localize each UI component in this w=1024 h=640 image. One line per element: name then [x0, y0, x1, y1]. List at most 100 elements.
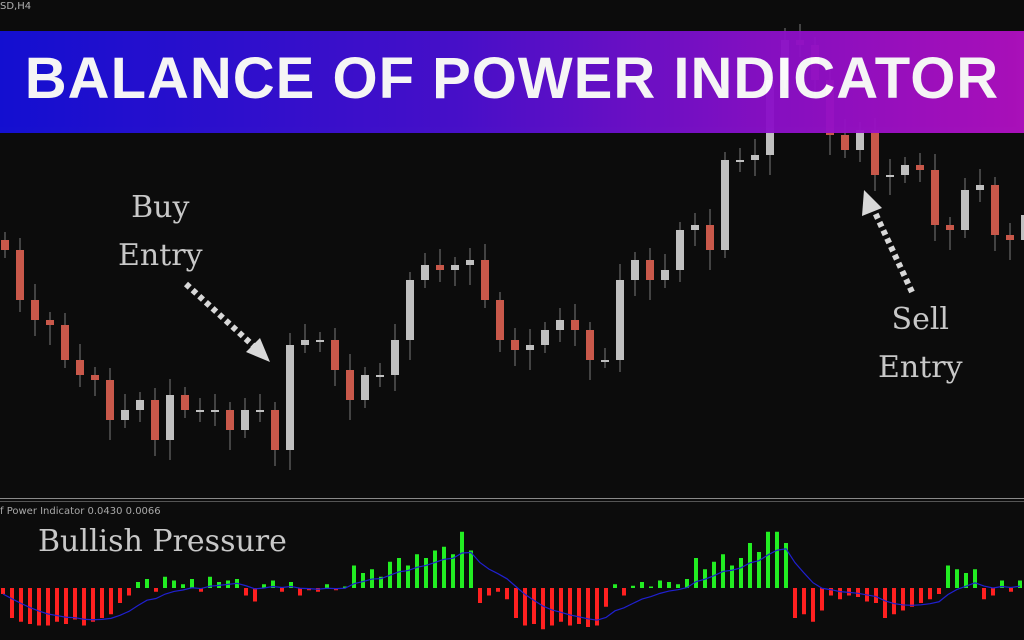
candle [181, 387, 189, 418]
candle-body [736, 160, 744, 162]
candle [466, 248, 474, 285]
banner-title: BALANCE OF POWER INDICATOR [24, 46, 1000, 111]
histogram-bar [208, 576, 212, 588]
candle [421, 253, 429, 288]
candle [376, 363, 384, 387]
histogram-bar [559, 588, 563, 622]
histogram-bar [316, 588, 320, 592]
candle [31, 284, 39, 336]
histogram-bar [82, 588, 86, 626]
candle [901, 157, 909, 183]
histogram-bar [91, 588, 95, 622]
candle [706, 209, 714, 270]
pane-separator[interactable] [0, 498, 1024, 502]
candle-body [241, 410, 249, 430]
histogram-bar [253, 588, 257, 602]
histogram-bar [757, 552, 761, 588]
buy-entry-annotation: Buy Entry [118, 184, 203, 280]
candle-body [151, 400, 159, 440]
histogram-bar [838, 588, 842, 600]
candle [1006, 223, 1014, 260]
candle [931, 154, 939, 241]
histogram-bar [343, 586, 347, 588]
candle [226, 402, 234, 450]
histogram-bar [19, 588, 23, 622]
candle [316, 332, 324, 352]
candle-body [466, 260, 474, 265]
histogram-bar [676, 584, 680, 588]
candle-body [481, 260, 489, 300]
candle [136, 392, 144, 422]
candle-body [901, 165, 909, 175]
histogram-bar [118, 588, 122, 603]
candle-body [511, 340, 519, 350]
histogram-bar [874, 588, 878, 603]
histogram-bar [739, 558, 743, 588]
histogram-bar [775, 531, 779, 588]
candle [196, 398, 204, 422]
histogram-bar [325, 584, 329, 588]
candle [256, 394, 264, 422]
candle [556, 308, 564, 342]
candle-body [406, 280, 414, 340]
candle [886, 159, 894, 195]
candle [721, 152, 729, 258]
histogram-bar [244, 588, 248, 596]
candle-body [751, 155, 759, 160]
histogram-bar [550, 588, 554, 626]
candle-body [556, 320, 564, 330]
histogram-bar [883, 588, 887, 618]
candle [451, 257, 459, 286]
candle [631, 252, 639, 296]
candle-body [196, 410, 204, 412]
candle-body [346, 370, 354, 400]
candle [916, 153, 924, 182]
candle-body [181, 395, 189, 410]
candle [211, 394, 219, 426]
histogram-bar [352, 565, 356, 588]
histogram-bar [811, 588, 815, 622]
candle [301, 324, 309, 353]
candle [121, 394, 129, 428]
candle-body [601, 360, 609, 362]
candle-body [211, 410, 219, 412]
histogram-bar [541, 588, 545, 630]
histogram-bar [1000, 580, 1004, 588]
candle [751, 139, 759, 176]
candle [61, 313, 69, 368]
histogram-bar [946, 565, 950, 588]
candle-body [316, 340, 324, 342]
histogram-bar [586, 588, 590, 627]
histogram-bar [496, 588, 500, 592]
candle [601, 348, 609, 368]
entry-label: Entry [118, 238, 203, 273]
candle [991, 177, 999, 251]
candle [616, 264, 624, 372]
candle-body [1021, 215, 1024, 240]
candle-body [76, 360, 84, 375]
histogram-bar [694, 558, 698, 588]
histogram-bar [181, 584, 185, 588]
candle [961, 178, 969, 238]
candle [406, 272, 414, 360]
symbol-label: SD,H4 [0, 1, 32, 12]
histogram-bar [730, 565, 734, 588]
candle-body [16, 250, 24, 300]
candle-body [946, 225, 954, 230]
histogram-bar [64, 588, 68, 624]
candle-body [646, 260, 654, 280]
histogram-bar [532, 588, 536, 624]
candle-body [226, 410, 234, 430]
title-banner: BALANCE OF POWER INDICATOR [0, 31, 1024, 133]
histogram-bar [154, 588, 158, 592]
candle-body [256, 410, 264, 412]
histogram-bar [478, 588, 482, 603]
histogram-bar [271, 580, 275, 588]
histogram-bar [766, 531, 770, 588]
candle [511, 328, 519, 366]
candle [661, 254, 669, 288]
histogram-bar [406, 565, 410, 588]
candle-body [331, 340, 339, 370]
histogram-bar [262, 584, 266, 588]
candle-body [916, 165, 924, 170]
